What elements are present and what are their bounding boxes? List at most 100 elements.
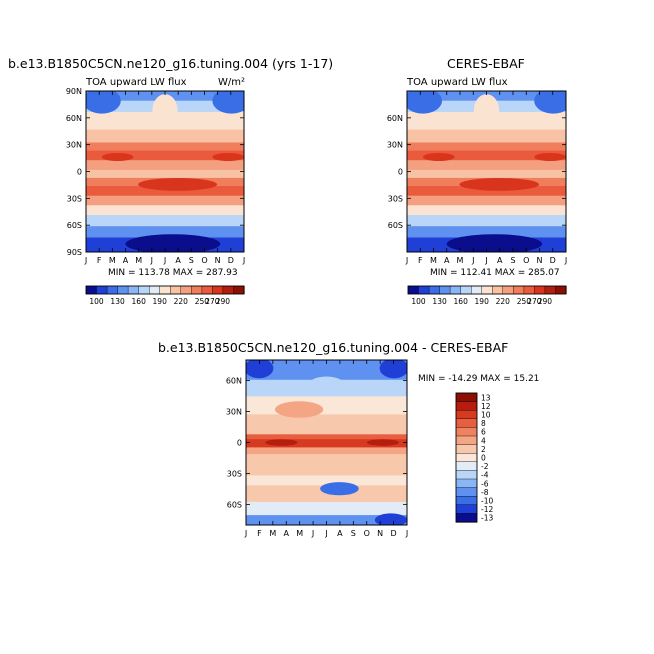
x-tick-label: M: [457, 256, 464, 265]
x-tick-label: J: [311, 529, 314, 538]
x-tick-label: J: [242, 256, 245, 265]
colorbar-label: 10: [481, 411, 491, 420]
contour-feature: [379, 360, 407, 379]
colorbar-label: 12: [481, 402, 491, 411]
contour-band: [246, 485, 407, 503]
colorbar-swatch: [117, 285, 129, 295]
colorbar-label: 250: [517, 297, 532, 306]
contour-feature: [366, 439, 399, 446]
x-tick-label: N: [377, 529, 383, 538]
colorbar-swatch: [455, 513, 478, 523]
contour-band: [86, 205, 244, 216]
colorbar-swatch: [455, 504, 478, 514]
colorbar-label: 270: [205, 297, 220, 306]
colorbar-label: 160: [132, 297, 147, 306]
contour-feature: [320, 482, 359, 496]
colorbar-swatch: [212, 285, 224, 295]
x-tick-label: A: [284, 529, 290, 538]
colorbar-label: 4: [481, 436, 486, 445]
contour-band: [407, 205, 566, 216]
colorbar-swatch: [201, 285, 213, 295]
colorbar-label: 100: [89, 297, 104, 306]
contour-feature: [307, 376, 346, 397]
colorbar-label: -12: [481, 505, 493, 514]
colorbar-label: 8: [481, 419, 486, 428]
diff-title: b.e13.B1850C5CN.ne120_g16.tuning.004 - C…: [158, 340, 508, 355]
y-tick-label: 90N: [66, 87, 82, 96]
contour-band: [246, 475, 407, 486]
colorbar-swatch: [127, 285, 140, 295]
colorbar-swatch: [534, 285, 546, 295]
contour-band: [407, 160, 566, 171]
colorbar-label: 130: [110, 297, 125, 306]
contour-feature: [422, 153, 455, 161]
colorbar-swatch: [471, 285, 483, 295]
y-tick-label: 60N: [66, 114, 82, 123]
contour-band: [407, 226, 566, 239]
y-tick-label: 30S: [388, 194, 403, 203]
colorbar-swatch: [455, 444, 478, 454]
x-tick-label: A: [123, 256, 129, 265]
colorbar-label: 220: [174, 297, 189, 306]
colorbar-swatch: [428, 285, 441, 295]
colorbar-swatch: [555, 285, 567, 295]
colorbar-swatch: [544, 285, 557, 295]
contour-feature: [275, 401, 324, 418]
colorbar-swatch: [502, 285, 514, 295]
colorbar-swatch: [455, 435, 478, 446]
y-tick-label: 30S: [227, 469, 242, 478]
x-tick-label: M: [296, 529, 303, 538]
contour-band: [407, 129, 566, 144]
contour-feature: [125, 234, 221, 252]
colorbar-label: 220: [496, 297, 511, 306]
x-tick-label: M: [430, 256, 437, 265]
contour-band: [86, 226, 244, 239]
colorbar-label: 6: [481, 428, 486, 437]
contour-band: [407, 150, 566, 161]
obs-title: CERES-EBAF: [447, 56, 525, 71]
x-tick-label: O: [364, 529, 370, 538]
colorbar-swatch: [170, 285, 182, 295]
x-tick-label: S: [510, 256, 515, 265]
contour-band: [246, 396, 407, 416]
colorbar-swatch: [455, 401, 478, 411]
colorbar-swatch: [455, 410, 478, 420]
y-tick-label: 60S: [227, 500, 242, 509]
colorbar-swatch: [455, 427, 478, 437]
x-tick-label: J: [405, 256, 408, 265]
contour-band: [246, 447, 407, 455]
colorbar-label: 130: [432, 297, 447, 306]
contour-feature: [246, 360, 274, 379]
x-tick-label: J: [244, 529, 247, 538]
colorbar-swatch: [148, 285, 161, 295]
colorbar-swatch: [191, 285, 203, 295]
x-tick-label: A: [444, 256, 450, 265]
contour-feature: [86, 91, 121, 114]
x-tick-label: O: [523, 256, 529, 265]
y-tick-label: 30S: [67, 194, 82, 203]
contour-band: [86, 150, 244, 161]
colorbar-swatch: [455, 478, 478, 489]
colorbar-label: 290: [216, 297, 231, 306]
x-tick-label: J: [564, 256, 567, 265]
colorbar-swatch: [180, 285, 192, 295]
colorbar-swatch: [106, 285, 119, 295]
y-tick-label: 60N: [226, 377, 242, 386]
colorbar-label: 160: [454, 297, 469, 306]
colorbar-label: -13: [481, 514, 493, 523]
colorbar-swatch: [96, 285, 108, 295]
contour-band: [407, 186, 566, 197]
contour-feature: [534, 91, 566, 114]
contour-band: [86, 129, 244, 144]
x-tick-label: J: [150, 256, 153, 265]
x-tick-label: M: [269, 529, 276, 538]
colorbar-label: -4: [481, 471, 489, 480]
x-tick-label: N: [537, 256, 543, 265]
colorbar-label: 13: [481, 393, 491, 402]
contour-feature: [212, 153, 244, 161]
x-tick-label: J: [84, 256, 87, 265]
model-minmax: MIN = 113.78 MAX = 287.93: [108, 268, 238, 278]
